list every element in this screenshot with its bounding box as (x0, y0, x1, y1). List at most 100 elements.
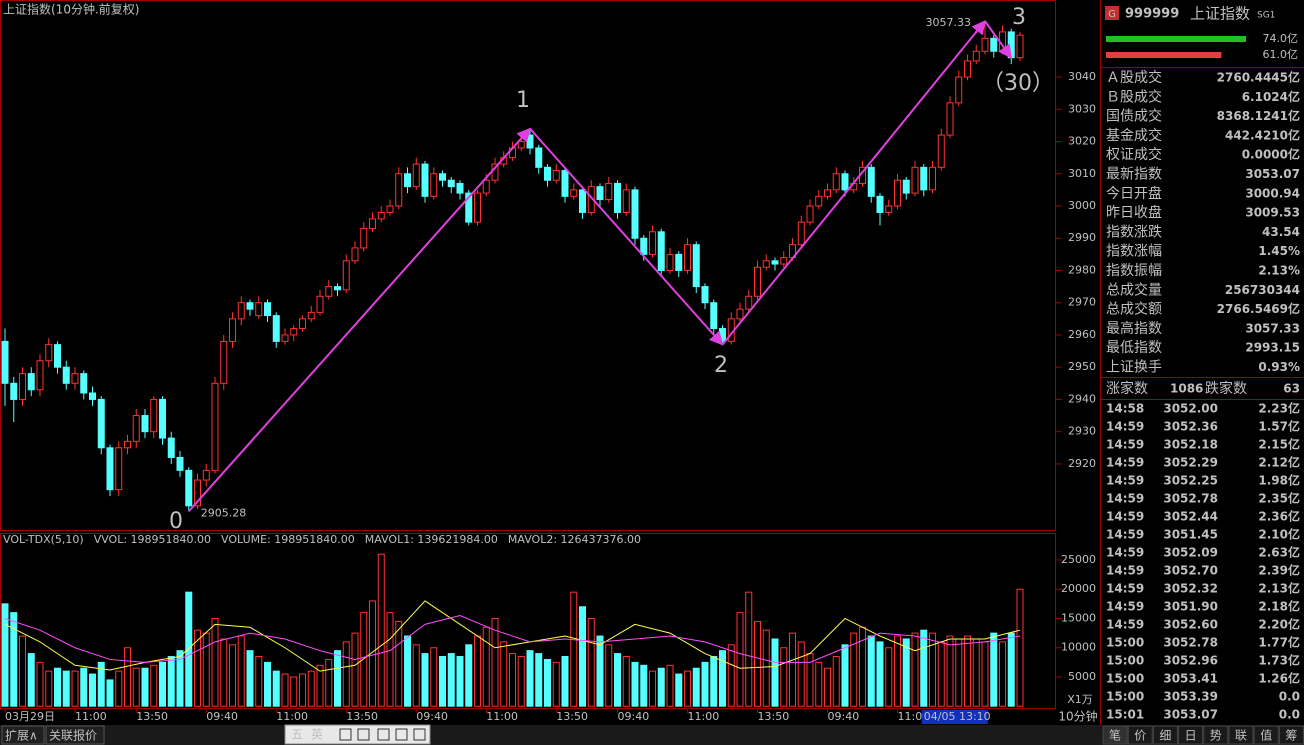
ime-icon[interactable] (395, 728, 408, 741)
volume-bar (211, 617, 219, 707)
panel-tab[interactable] (1127, 725, 1153, 745)
volume-bar (964, 635, 971, 707)
candle-body (404, 173, 411, 188)
ime-item[interactable]: 英 (311, 728, 323, 742)
volume-bar (1016, 588, 1024, 707)
volume-bar (97, 661, 105, 707)
stat-label: 国债成交 (1106, 108, 1162, 125)
ime-icon[interactable] (377, 728, 390, 741)
panel-tab[interactable] (1228, 725, 1254, 745)
volume-bar (246, 650, 254, 707)
stat-value: 442.4210亿 (1225, 127, 1300, 142)
volume-bar (36, 661, 44, 707)
candle-body (824, 189, 831, 197)
panel-tab-label[interactable]: 日 (1185, 729, 1197, 743)
indicator-legend: VVOL: 198951840.00 (94, 533, 211, 546)
candle-body (666, 253, 674, 271)
ime-icon[interactable] (413, 728, 426, 741)
volume-bar (71, 670, 79, 707)
wave-label: （30） (982, 71, 1054, 96)
x-tick-label: 09:40 (206, 710, 238, 723)
ime-item[interactable]: 五 (291, 728, 303, 742)
trade-price: 3052.29 (1163, 456, 1218, 470)
flow-label: 74.0亿 (1263, 32, 1299, 45)
footer-tab[interactable] (1, 725, 45, 745)
volume-bar (745, 591, 753, 707)
ime-icon[interactable] (339, 728, 352, 741)
volume-bar (614, 653, 621, 707)
candle-body (561, 170, 569, 197)
candle-body (124, 440, 131, 449)
candle-body (395, 173, 403, 207)
candle-body (369, 218, 376, 230)
panel-tab[interactable] (1152, 725, 1178, 745)
x-tick-label: 11:00 (276, 710, 308, 723)
volume-bar (62, 670, 70, 707)
panel-tab[interactable] (1102, 725, 1128, 745)
trade-price: 3052.60 (1163, 618, 1218, 632)
volume-bar (657, 667, 665, 707)
candle-body (701, 286, 709, 304)
candle-body (185, 469, 193, 507)
candle-body (911, 166, 919, 194)
footer-tab-label[interactable]: 关联报价 (49, 728, 97, 743)
volume-bar (54, 667, 61, 707)
volume-bar (605, 644, 613, 707)
volume-bar (666, 664, 674, 707)
volume-bar (640, 664, 648, 707)
trade-volume: 2.35亿 (1258, 491, 1300, 506)
stat-label: 基金成交 (1106, 127, 1162, 144)
indicator-legend: MAVOL1: 139621984.00 (365, 533, 498, 546)
candle-body (614, 182, 621, 213)
candle-body (552, 170, 560, 181)
volume-bar (622, 656, 630, 707)
panel-tab-label[interactable]: 价 (1134, 729, 1146, 743)
panel-tab-label[interactable]: 筹 (1285, 729, 1297, 743)
y-tick-label: 2990 (1068, 231, 1096, 244)
y-tick-label: 3030 (1068, 102, 1096, 115)
trade-volume: 0.0 (1279, 690, 1300, 704)
panel-tab-label[interactable]: 势 (1210, 729, 1222, 743)
candle-body (780, 257, 788, 265)
candle-body (797, 221, 805, 246)
footer-tab[interactable] (45, 725, 105, 745)
panel-tab[interactable] (1253, 725, 1279, 745)
quote-name: 上证指数 (1190, 5, 1250, 23)
volume-bar (894, 635, 901, 707)
y-tick-label: 3040 (1068, 70, 1096, 83)
candle-body (421, 163, 429, 197)
candle-body (54, 344, 61, 368)
volume-bar (19, 635, 26, 707)
candle-body (579, 189, 586, 213)
candle-body (430, 173, 438, 197)
trade-price: 3051.45 (1163, 528, 1218, 542)
candle-body (447, 179, 455, 188)
stat-value: 3000.94 (1245, 186, 1300, 200)
stat-value: 2766.5469亿 (1217, 301, 1300, 316)
trade-price: 3052.78 (1163, 492, 1218, 506)
candle-body (710, 302, 718, 330)
panel-tab[interactable] (1203, 725, 1229, 745)
panel-tab-label[interactable]: 细 (1159, 729, 1171, 743)
volume-bar (780, 647, 788, 707)
panel-tab-label[interactable]: 值 (1260, 728, 1272, 743)
ma-line (4, 615, 1021, 663)
panel-tab-label[interactable]: 联 (1235, 729, 1247, 743)
trade-time: 14:59 (1106, 456, 1144, 470)
candle-body (754, 266, 761, 297)
indicator-legend: VOLUME: 198951840.00 (221, 533, 355, 546)
volume-bar (369, 600, 376, 707)
panel-tab-label[interactable]: 笔 (1109, 728, 1121, 743)
volume-bar (815, 661, 823, 707)
stat-label: 总成交额 (1106, 301, 1162, 318)
candle-body (946, 102, 954, 136)
breadth-up: 1086 (1170, 382, 1203, 396)
panel-tab[interactable] (1278, 725, 1304, 745)
volume-bar (972, 638, 980, 707)
panel-tab[interactable] (1178, 725, 1204, 745)
ime-icon[interactable] (357, 728, 370, 741)
trade-time: 14:58 (1106, 402, 1144, 416)
stat-label: 指数振幅 (1106, 263, 1162, 279)
y-tick-label: 15000 (1061, 611, 1096, 624)
footer-tab-label[interactable]: 扩展∧ (5, 729, 38, 743)
